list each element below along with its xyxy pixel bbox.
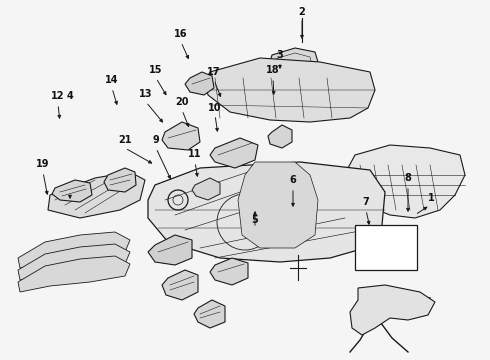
- Text: 10: 10: [208, 103, 222, 113]
- Polygon shape: [48, 172, 145, 218]
- Polygon shape: [205, 58, 375, 122]
- Polygon shape: [148, 235, 192, 265]
- Text: 1: 1: [428, 193, 434, 203]
- Polygon shape: [18, 244, 130, 280]
- Polygon shape: [185, 72, 214, 95]
- Polygon shape: [162, 122, 200, 150]
- Text: 4: 4: [67, 91, 74, 101]
- Text: 8: 8: [405, 173, 412, 183]
- Text: 3: 3: [277, 50, 283, 60]
- Text: 12: 12: [51, 91, 65, 101]
- Polygon shape: [192, 178, 220, 200]
- Text: 6: 6: [290, 175, 296, 185]
- Text: 17: 17: [207, 67, 221, 77]
- Text: 19: 19: [36, 159, 50, 169]
- Polygon shape: [18, 256, 130, 292]
- Text: 5: 5: [252, 215, 258, 225]
- Text: 9: 9: [152, 135, 159, 145]
- Polygon shape: [194, 300, 225, 328]
- Text: 20: 20: [175, 97, 189, 107]
- Polygon shape: [210, 138, 258, 168]
- Polygon shape: [148, 162, 385, 262]
- Polygon shape: [350, 285, 435, 335]
- Text: 16: 16: [174, 29, 188, 39]
- Polygon shape: [52, 180, 92, 202]
- Text: 21: 21: [118, 135, 132, 145]
- Polygon shape: [162, 270, 198, 300]
- FancyBboxPatch shape: [355, 225, 417, 270]
- Polygon shape: [270, 48, 318, 72]
- Polygon shape: [268, 125, 292, 148]
- Text: 18: 18: [266, 65, 280, 75]
- Polygon shape: [238, 162, 318, 248]
- Text: 15: 15: [149, 65, 163, 75]
- Polygon shape: [18, 232, 130, 268]
- Text: 11: 11: [188, 149, 202, 159]
- Polygon shape: [104, 168, 136, 192]
- Polygon shape: [210, 258, 248, 285]
- Text: 14: 14: [105, 75, 119, 85]
- Text: 13: 13: [139, 89, 153, 99]
- Polygon shape: [348, 145, 465, 218]
- Text: 2: 2: [298, 7, 305, 17]
- Text: 7: 7: [363, 197, 369, 207]
